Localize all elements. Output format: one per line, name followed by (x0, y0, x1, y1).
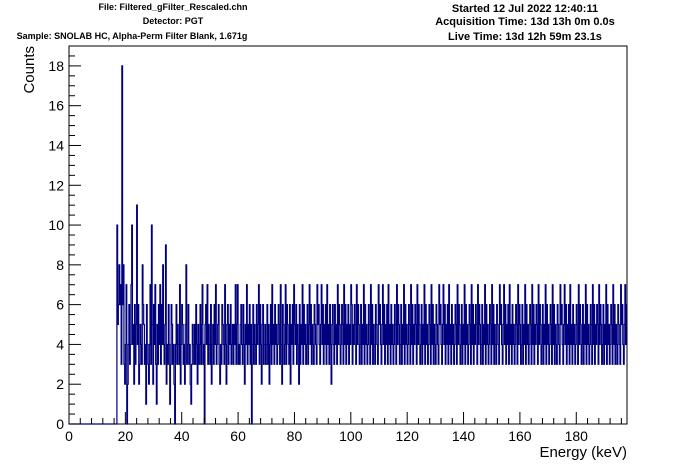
acquisition-time-label: Acquisition Time: 13d 13h 0m 0.0s (435, 16, 615, 28)
histogram-series (69, 65, 627, 425)
x-tick-label: 80 (287, 428, 303, 444)
y-tick-label: 0 (56, 416, 64, 432)
y-tick-label: 16 (48, 98, 64, 114)
live-time-label: Live Time: 13d 12h 59m 23.1s (448, 31, 602, 43)
x-tick-label: 0 (65, 428, 73, 444)
y-tick-label: 18 (48, 58, 64, 74)
sample-label: Sample: SNOLAB HC, Alpha-Perm Filter Bla… (16, 31, 248, 41)
y-tick-label: 12 (48, 177, 64, 193)
histogram-line (69, 65, 627, 425)
y-tick-label: 6 (56, 297, 64, 313)
x-axis: 0 20 40 60 80 100 120 140 160 180 (65, 412, 622, 444)
detector-label: Detector: PGT (142, 16, 204, 26)
y-axis-title: Counts (21, 46, 38, 94)
x-tick-label: 60 (230, 428, 246, 444)
x-tick-label: 180 (565, 428, 589, 444)
y-axis: 0 2 4 6 8 10 12 14 16 18 (48, 45, 81, 432)
x-axis-title: Energy (keV) (539, 444, 627, 461)
file-name-label: File: Filtered_gFilter_Rescaled.chn (98, 2, 248, 12)
x-tick-label: 20 (118, 428, 134, 444)
start-time-label: Started 12 Jul 2022 12:40:11 (451, 3, 599, 15)
y-tick-label: 14 (48, 137, 64, 153)
y-tick-label: 4 (56, 336, 64, 352)
y-tick-label: 10 (48, 217, 64, 233)
x-tick-label: 160 (508, 428, 532, 444)
x-tick-label: 100 (339, 428, 363, 444)
x-tick-label: 40 (174, 428, 190, 444)
x-tick-label: 120 (396, 428, 420, 444)
y-tick-label: 2 (56, 376, 64, 392)
x-tick-label: 140 (452, 428, 476, 444)
y-tick-label: 8 (56, 257, 64, 273)
